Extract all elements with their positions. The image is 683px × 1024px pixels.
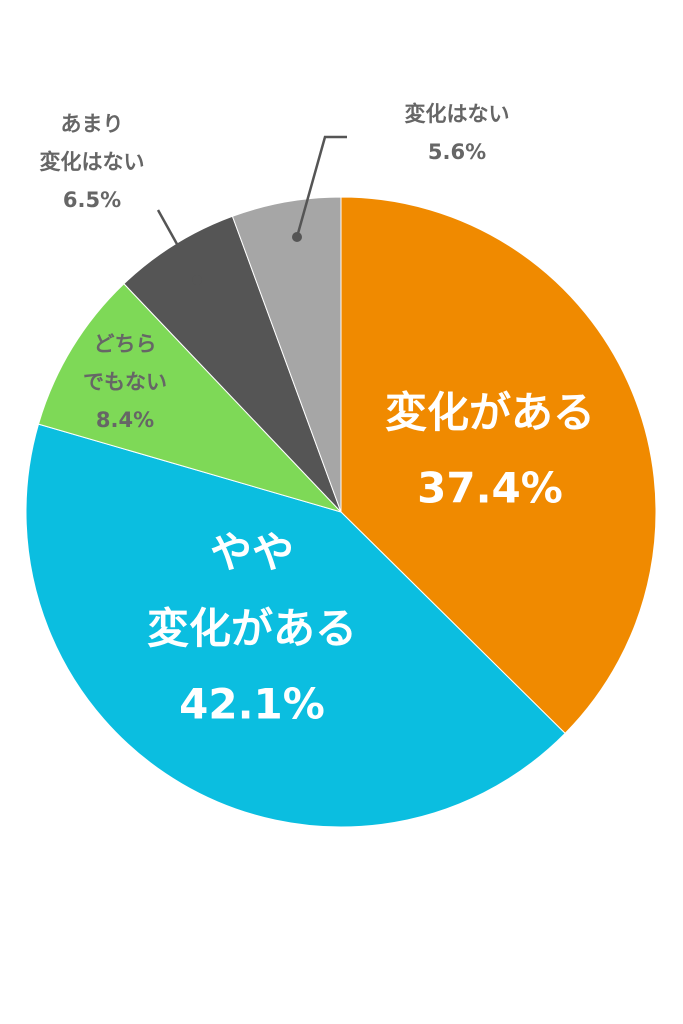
leaders <box>156 135 347 281</box>
value-label: 8.4% <box>96 408 154 432</box>
leader-line <box>156 209 199 281</box>
value-label: 42.1% <box>179 680 325 729</box>
pie-slice <box>123 215 342 513</box>
slice-label-line: 変化はない <box>405 102 510 126</box>
leader-line <box>295 135 347 238</box>
slice-label-line: どちら <box>94 332 157 356</box>
slice-label-line: 変化がある <box>385 388 595 437</box>
slice-label-line: でもない <box>83 370 167 394</box>
slice-label: 変化がある <box>385 388 595 437</box>
slices <box>25 196 657 828</box>
slice-label: 変化はない <box>405 102 510 126</box>
value-label: 5.6% <box>428 140 486 164</box>
value-label: 6.5% <box>63 188 121 212</box>
slice-label-line: 変化がある <box>147 604 357 653</box>
slice-label-line: 変化はない <box>40 150 145 174</box>
pie-slice <box>37 283 343 513</box>
slice-label: やや変化がある <box>147 528 357 653</box>
pie-slice <box>25 423 566 828</box>
labels: 変化がある37.4%やや変化がある42.1%どちらでもない8.4%あまり変化はな… <box>40 102 596 729</box>
leader-dot <box>292 232 302 242</box>
pie-slice <box>340 196 657 735</box>
slice-label: あまり変化はない <box>40 112 145 174</box>
pie-slice <box>231 196 342 513</box>
slice-label: どちらでもない <box>83 332 167 394</box>
leader-dot <box>192 275 202 285</box>
value-label: 37.4% <box>417 464 563 513</box>
slice-label-line: あまり <box>61 112 124 136</box>
slice-label-line: やや <box>210 528 294 577</box>
